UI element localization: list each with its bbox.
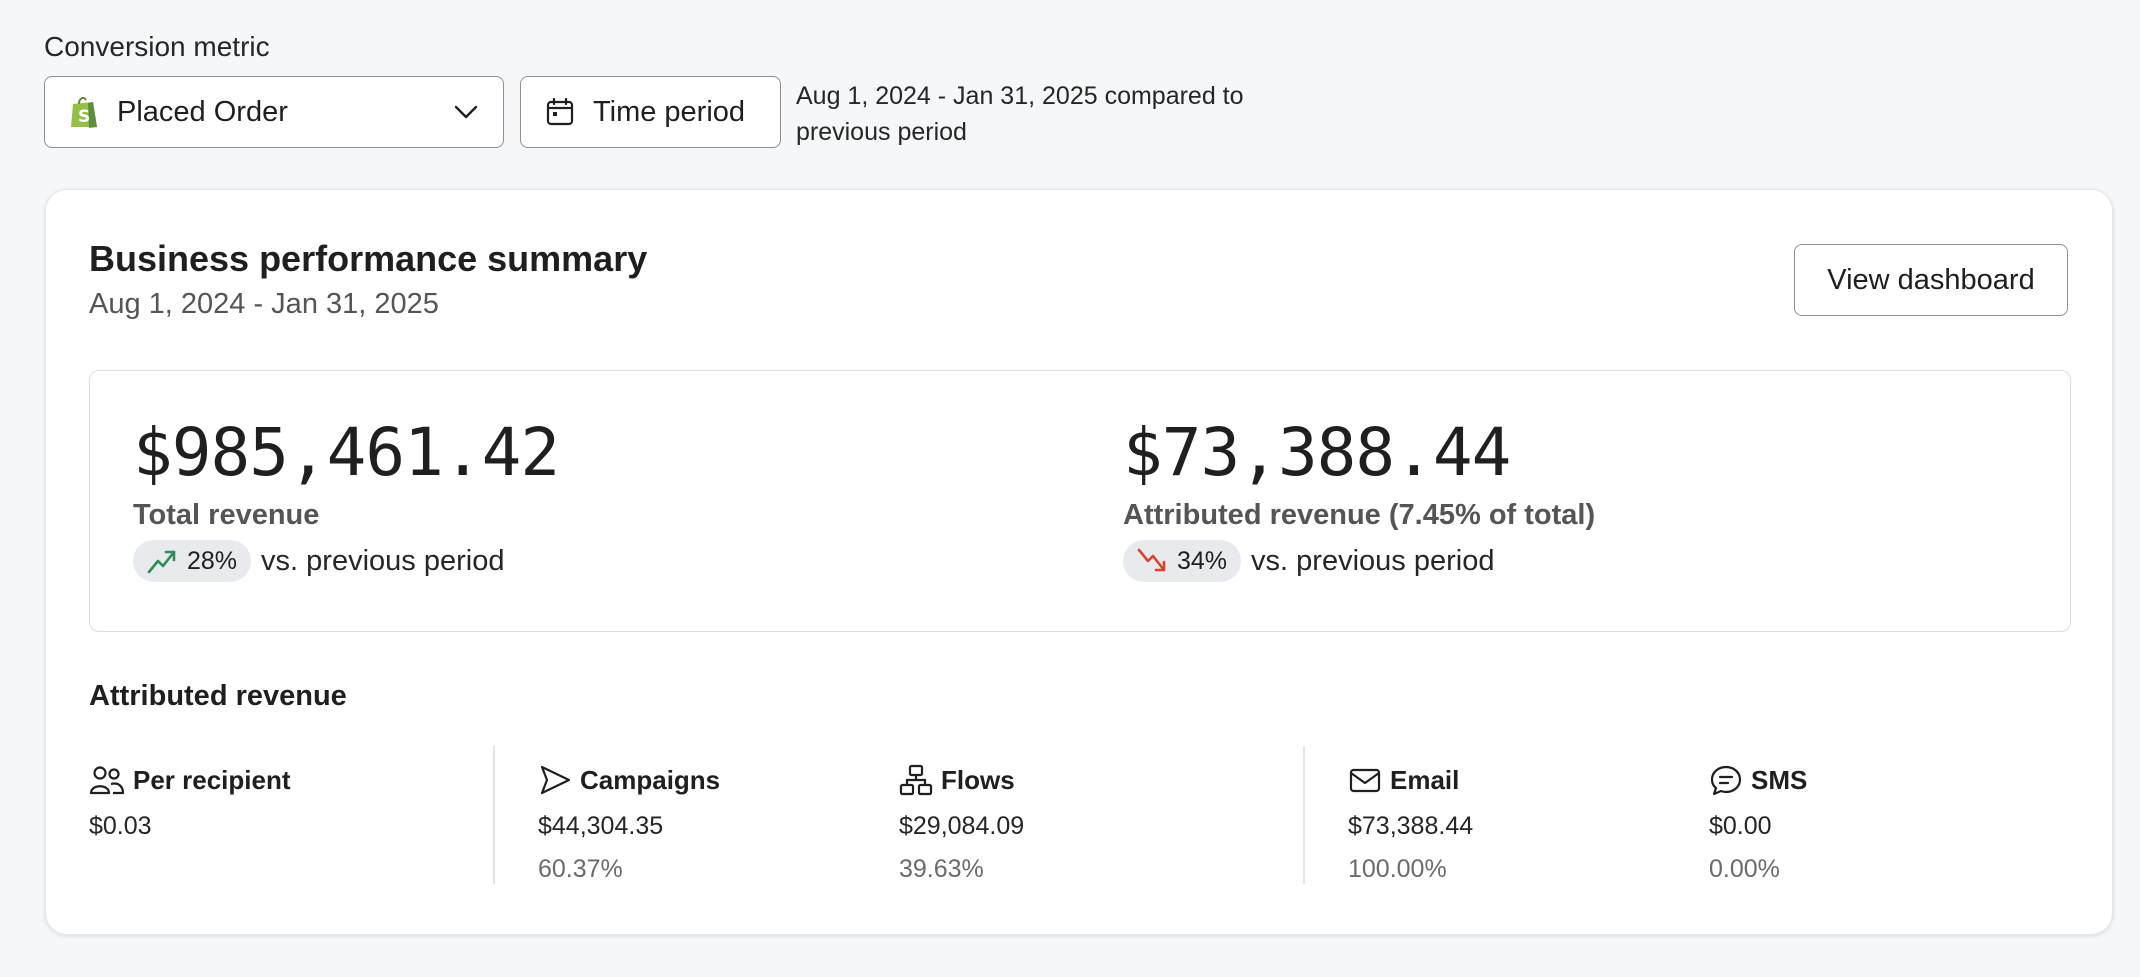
calendar-icon xyxy=(546,97,574,126)
stat-value: $29,084.09 xyxy=(899,812,1025,840)
stat-flows: Flows $29,084.09 39.63% xyxy=(899,762,1024,884)
divider xyxy=(493,746,495,884)
users-icon xyxy=(89,766,125,795)
trend-up-icon xyxy=(147,550,176,574)
stat-value: $44,304.35 xyxy=(538,812,664,840)
time-period-button[interactable]: Time period xyxy=(520,76,781,148)
stat-sms: SMS $0.00 0.00% xyxy=(1709,762,1807,884)
sms-icon xyxy=(1710,765,1742,796)
view-dashboard-button[interactable]: View dashboard xyxy=(1794,244,2068,316)
change-badge-up: 28% xyxy=(133,540,252,582)
stat-name: Campaigns xyxy=(580,764,721,795)
filter-controls: S Placed Order Time period Aug 1, 2024 -… xyxy=(44,76,1316,150)
flow-icon xyxy=(899,764,933,796)
mail-icon xyxy=(1349,768,1381,793)
conversion-metric-select[interactable]: S Placed Order xyxy=(44,76,504,148)
summary-title: Business performance summary xyxy=(89,238,648,279)
conversion-metric-value: Placed Order xyxy=(117,95,288,128)
total-revenue-label: Total revenue xyxy=(133,499,320,531)
stat-value: $0.00 xyxy=(1709,812,1772,840)
comparison-range-text: Aug 1, 2024 - Jan 31, 2025 compared to p… xyxy=(796,82,1244,146)
stat-name: Email xyxy=(1390,764,1460,795)
shopify-bag-icon: S xyxy=(71,96,97,128)
stat-per-recipient: Per recipient $0.03 xyxy=(89,762,291,841)
attributed-revenue-value: $73,388.44 xyxy=(1123,414,1511,491)
attributed-revenue-vs-text: vs. previous period xyxy=(1251,544,1495,577)
chevron-down-icon xyxy=(454,105,478,119)
svg-text:S: S xyxy=(78,107,90,127)
attributed-revenue-change: 34% vs. previous period xyxy=(1123,540,1595,582)
trend-down-icon xyxy=(1137,548,1166,572)
kpi-box: $985,461.42 Total revenue 28% vs. previo… xyxy=(89,370,2071,632)
stat-percent: 39.63% xyxy=(899,855,984,883)
total-revenue-change: 28% vs. previous period xyxy=(133,540,559,582)
stat-value: $73,388.44 xyxy=(1348,812,1474,840)
send-icon xyxy=(540,765,571,795)
attributed-revenue-label: Attributed revenue (7.45% of total) xyxy=(1123,499,1596,531)
total-revenue-kpi: $985,461.42 Total revenue 28% vs. previo… xyxy=(133,413,560,582)
total-revenue-change-value: 28% xyxy=(187,546,238,575)
stat-percent: 0.00% xyxy=(1709,855,1780,883)
stat-percent: 60.37% xyxy=(538,855,623,883)
conversion-metric-label: Conversion metric xyxy=(44,31,270,62)
change-badge-down: 34% xyxy=(1123,540,1242,582)
total-revenue-vs-text: vs. previous period xyxy=(261,544,505,577)
stat-email: Email $73,388.44 100.00% xyxy=(1348,762,1473,884)
stat-value: $0.03 xyxy=(89,812,152,840)
stat-campaigns: Campaigns $44,304.35 60.37% xyxy=(538,762,720,884)
business-performance-card: Business performance summary Aug 1, 2024… xyxy=(45,189,2113,935)
total-revenue-value: $985,461.42 xyxy=(133,414,560,491)
stat-name: SMS xyxy=(1751,764,1808,795)
attributed-revenue-title: Attributed revenue xyxy=(89,680,347,712)
stat-percent: 100.00% xyxy=(1348,855,1447,883)
summary-date-range: Aug 1, 2024 - Jan 31, 2025 xyxy=(89,288,439,320)
attributed-revenue-change-value: 34% xyxy=(1177,546,1228,575)
stat-name: Flows xyxy=(941,764,1015,795)
time-period-label: Time period xyxy=(593,95,746,128)
attributed-revenue-kpi: $73,388.44 Attributed revenue (7.45% of … xyxy=(1123,413,1595,582)
stat-name: Per recipient xyxy=(133,764,291,795)
divider xyxy=(1303,746,1305,884)
filters-bar: Conversion metric S Placed Order Time p xyxy=(44,28,1316,150)
